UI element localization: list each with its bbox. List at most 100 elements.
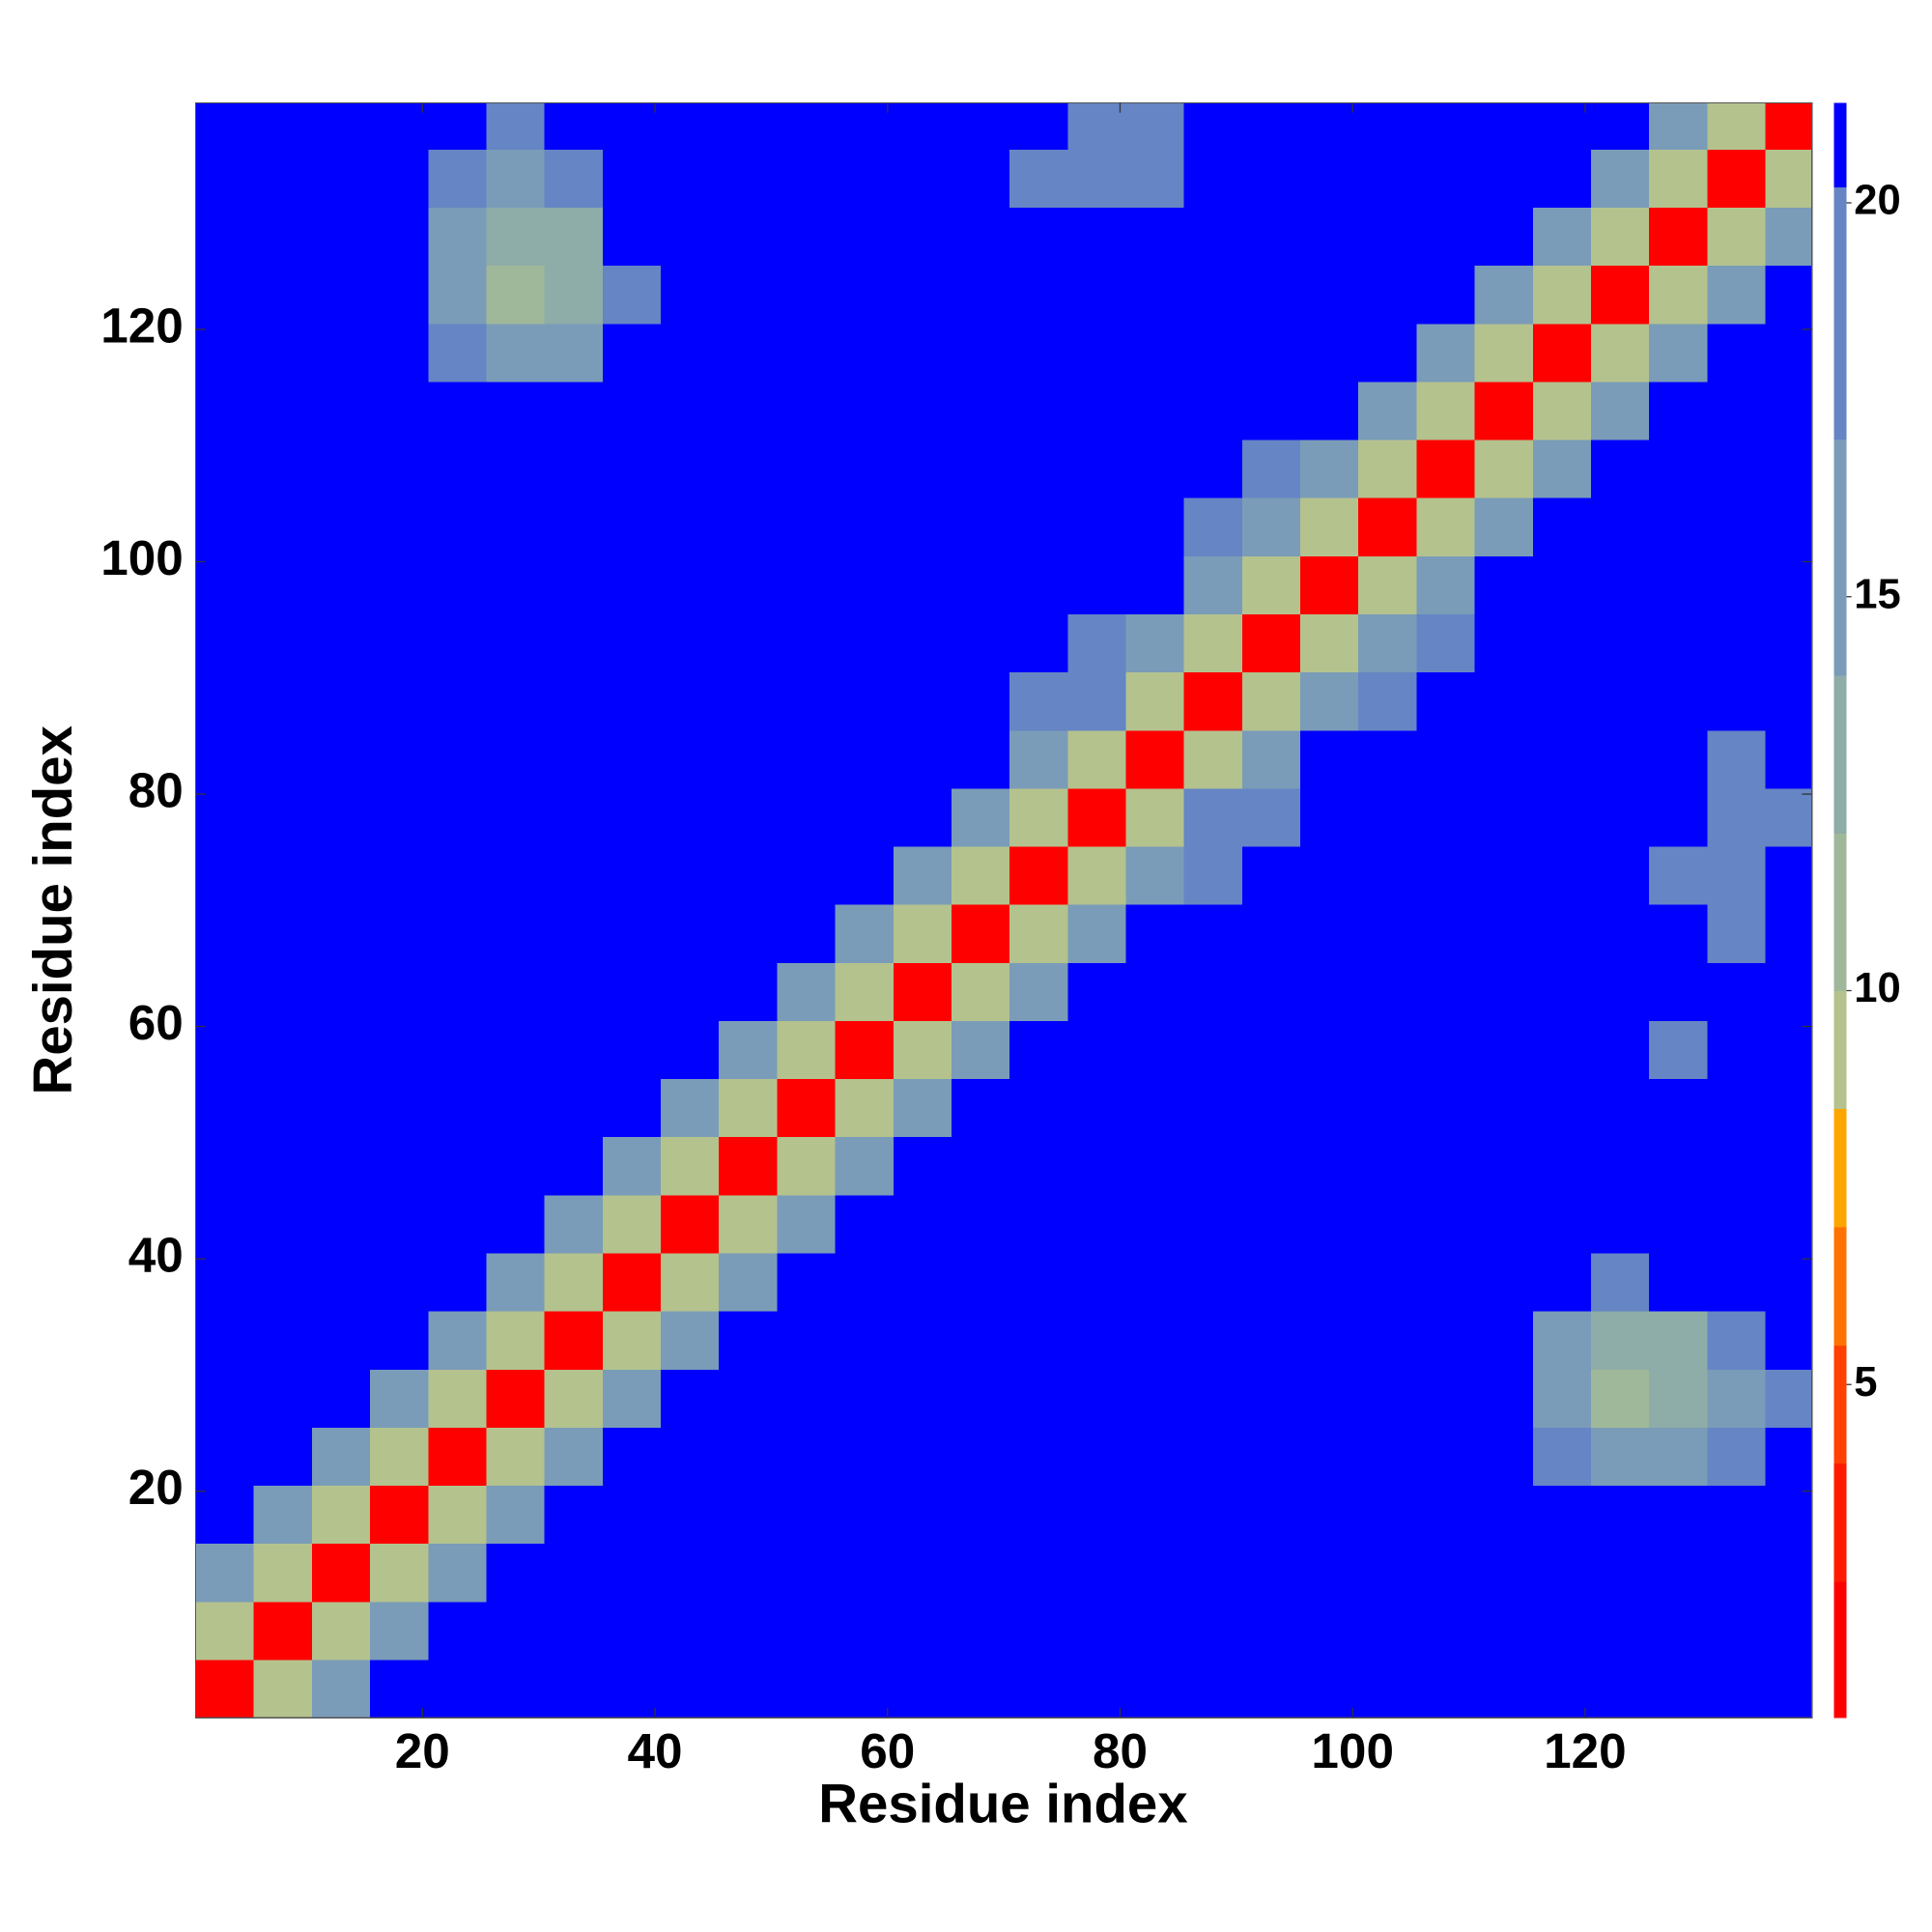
- heatmap-cell: [195, 440, 255, 498]
- heatmap-cell: [428, 962, 487, 1021]
- heatmap-cell: [370, 149, 429, 209]
- heatmap-cell: [661, 102, 720, 150]
- heatmap-cell: [311, 788, 371, 847]
- heatmap-cell: [951, 1601, 1010, 1661]
- heatmap-cell: [428, 1427, 487, 1487]
- heatmap-cell: [544, 1601, 604, 1661]
- heatmap-cell: [893, 613, 952, 673]
- heatmap-cell: [486, 788, 546, 847]
- heatmap-cell: [253, 1601, 313, 1661]
- y-tick-label: 120: [100, 298, 184, 353]
- heatmap-cell: [602, 729, 662, 789]
- heatmap-cell: [1183, 149, 1243, 209]
- heatmap-cell: [1358, 497, 1417, 556]
- heatmap-cell: [195, 1136, 255, 1196]
- heatmap-cell: [835, 1136, 895, 1196]
- heatmap-cell: [661, 962, 720, 1021]
- heatmap-cell: [1416, 1078, 1475, 1138]
- heatmap-cell: [661, 1311, 720, 1370]
- heatmap-cell: [835, 1194, 895, 1254]
- heatmap-cell: [1707, 149, 1766, 209]
- heatmap-cell: [1358, 1485, 1417, 1545]
- heatmap-cell: [1416, 729, 1475, 789]
- heatmap-cell: [370, 1369, 429, 1428]
- heatmap-cell: [1241, 323, 1301, 383]
- heatmap-cell: [428, 671, 487, 731]
- heatmap-cell: [1241, 555, 1301, 614]
- heatmap-cell: [835, 382, 895, 440]
- heatmap-cell: [1358, 149, 1417, 209]
- heatmap-cell: [1241, 1078, 1301, 1138]
- heatmap-cell: [253, 265, 313, 325]
- heatmap-cell: [486, 149, 546, 209]
- heatmap-cell: [777, 265, 836, 325]
- heatmap-cell: [1067, 962, 1126, 1021]
- heatmap-cell: [253, 671, 313, 731]
- heatmap-cell: [1009, 382, 1068, 440]
- heatmap-cell: [486, 1253, 546, 1312]
- heatmap-cell: [1067, 555, 1126, 614]
- heatmap-cell: [428, 729, 487, 789]
- heatmap-cell: [1125, 671, 1185, 731]
- heatmap-cell: [1532, 1369, 1592, 1428]
- heatmap-cell: [661, 1020, 720, 1080]
- heatmap-cell: [1532, 1020, 1592, 1080]
- heatmap-cell: [1590, 555, 1650, 614]
- heatmap-cell: [253, 1660, 313, 1719]
- heatmap-cell: [486, 323, 546, 383]
- heatmap-cell: [311, 149, 371, 209]
- heatmap-cell: [486, 846, 546, 905]
- heatmap-cell: [1590, 323, 1650, 383]
- heatmap-cell: [1067, 1194, 1126, 1254]
- heatmap-cell: [661, 1078, 720, 1138]
- heatmap-cell: [544, 207, 604, 267]
- heatmap-cell: [486, 729, 546, 789]
- heatmap-cell: [893, 1543, 952, 1603]
- heatmap-cell: [253, 1311, 313, 1370]
- heatmap-cell: [1125, 1543, 1185, 1603]
- heatmap-cell: [195, 497, 255, 556]
- heatmap-cell: [1590, 613, 1650, 673]
- heatmap-cell: [544, 613, 604, 673]
- heatmap-cell: [1009, 1020, 1068, 1080]
- heatmap-cell: [602, 1078, 662, 1138]
- heatmap-cell: [428, 1020, 487, 1080]
- heatmap-cell: [1765, 1660, 1813, 1719]
- heatmap-cell: [1241, 904, 1301, 963]
- heatmap-cell: [893, 1194, 952, 1254]
- colorbar-tick-label: 10: [1854, 965, 1900, 1011]
- heatmap-cell: [311, 729, 371, 789]
- heatmap-cell: [1300, 1427, 1359, 1487]
- heatmap-cell: [1183, 1485, 1243, 1545]
- heatmap-cell: [1765, 1020, 1813, 1080]
- heatmap-cell: [835, 1427, 895, 1487]
- heatmap-cell: [1590, 788, 1650, 847]
- heatmap-cell: [1765, 788, 1813, 847]
- heatmap-cell: [1300, 904, 1359, 963]
- heatmap-cell: [661, 904, 720, 963]
- heatmap-cell: [195, 1078, 255, 1138]
- heatmap-cell: [1765, 555, 1813, 614]
- heatmap-cell: [835, 1660, 895, 1719]
- heatmap-cell: [1300, 613, 1359, 673]
- heatmap-cell: [1009, 613, 1068, 673]
- heatmap-cell: [719, 555, 778, 614]
- heatmap-cell: [1009, 1078, 1068, 1138]
- heatmap-cell: [311, 1253, 371, 1312]
- heatmap-cell: [253, 1194, 313, 1254]
- heatmap-cell: [1590, 1601, 1650, 1661]
- heatmap-cell: [1649, 962, 1708, 1021]
- heatmap-cell: [719, 265, 778, 325]
- y-tick-label: 60: [128, 995, 184, 1050]
- heatmap-cell: [544, 497, 604, 556]
- heatmap-cell: [1532, 207, 1592, 267]
- heatmap-cell: [1009, 962, 1068, 1021]
- heatmap-cell: [1125, 788, 1185, 847]
- heatmap-cell: [893, 555, 952, 614]
- heatmap-cell: [1474, 1601, 1534, 1661]
- heatmap-cell: [835, 207, 895, 267]
- heatmap-cell: [544, 555, 604, 614]
- heatmap-cell: [370, 788, 429, 847]
- heatmap-cell: [1532, 1253, 1592, 1312]
- heatmap-cell: [835, 1543, 895, 1603]
